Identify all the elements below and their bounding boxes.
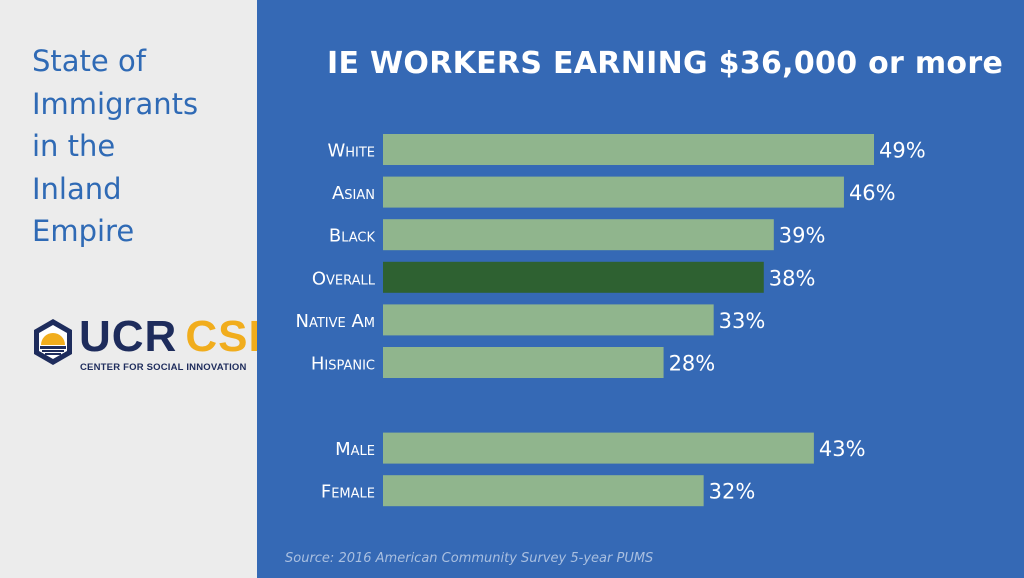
- value-label: 49%: [879, 139, 926, 163]
- value-label: 46%: [849, 181, 896, 205]
- sidebar-title-line: Empire: [32, 214, 135, 248]
- value-label: 33%: [719, 309, 766, 333]
- sidebar-title-line: in the: [32, 129, 116, 163]
- ucr-csi-logo: UCR CSI CENTER FOR SOCIAL INNOVATION: [32, 312, 261, 378]
- category-label: Overall: [312, 268, 376, 289]
- category-label: Hispanic: [311, 354, 375, 375]
- logo-wordmark: UCR CSI: [79, 312, 262, 362]
- value-label: 39%: [779, 224, 826, 248]
- bar-hispanic: [383, 347, 664, 378]
- sidebar-title: State of Immigrants in the Inland Empire: [32, 40, 247, 253]
- sidebar-title-line: Immigrants: [32, 86, 199, 121]
- bar-black: [383, 219, 774, 251]
- category-label: Black: [329, 226, 376, 247]
- category-label: Native Am: [296, 311, 375, 332]
- chart-title: IE WORKERS EARNING $36,000 or more: [327, 46, 1004, 81]
- sidebar-title-line: State of: [32, 44, 146, 78]
- sunrise-hexagon-icon: [34, 319, 72, 365]
- value-label: 38%: [769, 266, 816, 290]
- logo-ucr: UCR: [79, 312, 178, 361]
- bar-asian: [383, 176, 844, 208]
- bar-chart: White 49% Asian 46% Black 39% Overall 38% Native…: [296, 134, 926, 507]
- logo-csi: CSI: [185, 312, 262, 361]
- bar-overall: [383, 261, 764, 293]
- source-note: Source: 2016 American Community Survey 5…: [285, 551, 654, 566]
- category-label: White: [327, 141, 375, 162]
- chart-panel: White 49% Asian 46% Black 39% Overall 38% Native…: [257, 0, 1024, 578]
- value-label: 28%: [669, 352, 716, 376]
- bar-male: [383, 432, 814, 464]
- bar-female: [383, 475, 704, 507]
- logo-subtitle: CENTER FOR SOCIAL INNOVATION: [80, 362, 247, 373]
- value-label: 32%: [709, 480, 756, 504]
- category-label: Asian: [332, 183, 375, 204]
- category-label: Female: [321, 482, 375, 503]
- sidebar: State of Immigrants in the Inland Empire…: [0, 0, 261, 578]
- bar-native-am: [383, 304, 714, 336]
- bar-white: [383, 134, 874, 165]
- value-label: 43%: [819, 437, 866, 461]
- sidebar-title-line: Inland: [32, 171, 122, 206]
- category-label: Male: [335, 439, 375, 460]
